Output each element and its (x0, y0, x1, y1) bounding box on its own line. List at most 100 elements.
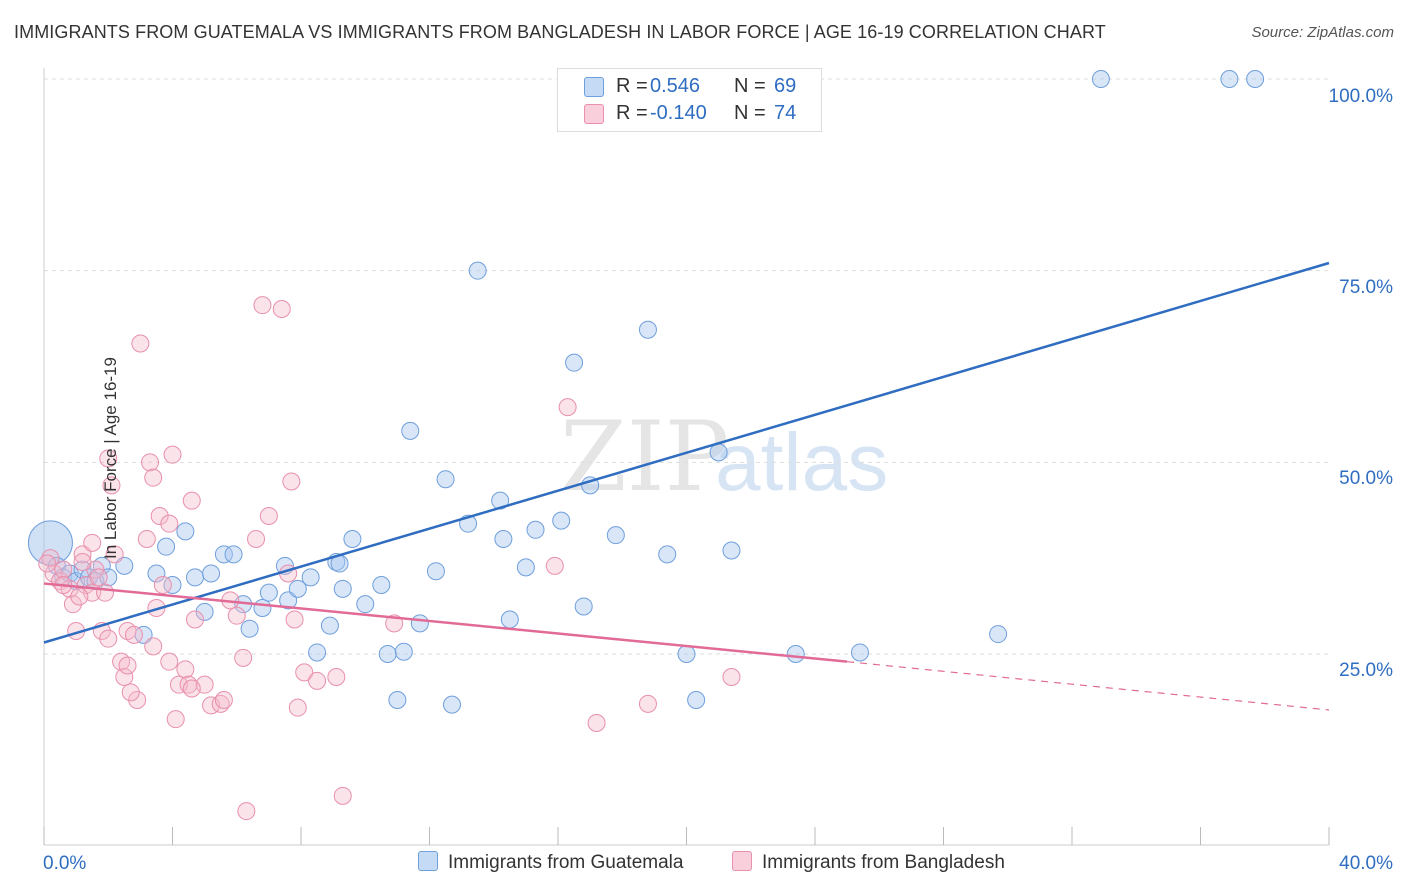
data-point-bangladesh (185, 610, 204, 629)
correlation-legend: R = 0.546 N = 69 R = -0.140 N = 74 (557, 68, 822, 132)
data-point-guatemala (401, 421, 420, 440)
chart-title: IMMIGRANTS FROM GUATEMALA VS IMMIGRANTS … (14, 22, 1106, 42)
data-point-guatemala (442, 695, 461, 714)
data-point-bangladesh (288, 698, 307, 717)
data-point-bangladesh (137, 530, 156, 548)
watermark: ZIP atlas (560, 401, 888, 513)
data-point-guatemala (176, 522, 195, 541)
legend-n-value: 74 (774, 102, 797, 124)
data-point-guatemala (658, 545, 677, 564)
data-point-guatemala (279, 591, 298, 610)
y-tick-label-100: 100.0% (1328, 86, 1393, 107)
watermark-zip: ZIP (560, 401, 729, 513)
trend-line-guatemala (43, 261, 1330, 644)
trend-lines (43, 261, 1330, 711)
legend-n-value: 69 (774, 75, 797, 97)
legend-r-label: R = (616, 102, 648, 124)
data-point-bangladesh (102, 476, 121, 495)
data-point-guatemala (147, 564, 166, 583)
legend-swatch-blue (584, 77, 604, 97)
data-point-guatemala (356, 595, 375, 614)
data-point-guatemala (722, 541, 741, 560)
data-point-bangladesh (83, 533, 102, 552)
data-point-guatemala (1246, 70, 1265, 88)
data-point-guatemala (253, 599, 272, 617)
data-point-bangladesh (166, 710, 185, 729)
data-point-bangladesh (182, 491, 201, 510)
data-point-guatemala (224, 545, 243, 564)
data-point-bangladesh (141, 453, 160, 472)
legend-swatch-blue (418, 851, 438, 871)
data-point-guatemala (494, 530, 513, 548)
x-tick-label-max: 40.0% (1339, 853, 1393, 874)
data-point-guatemala (388, 691, 407, 709)
legend-r-label: R = (616, 75, 648, 97)
data-point-bangladesh (182, 679, 201, 698)
data-point-guatemala (1220, 70, 1239, 88)
legend-item-bangladesh: Immigrants from Bangladesh (732, 851, 1005, 874)
data-point-guatemala (259, 583, 278, 602)
series-bangladesh-points (38, 296, 741, 821)
data-point-bangladesh (308, 671, 327, 690)
legend-r-value: 0.546 (650, 75, 701, 97)
data-point-guatemala (516, 558, 535, 577)
data-point-bangladesh (96, 583, 115, 602)
data-point-bangladesh (70, 587, 89, 606)
data-point-bangladesh (73, 545, 92, 564)
data-point-guatemala (677, 645, 696, 663)
data-point-bangladesh (176, 660, 195, 679)
data-point-guatemala (552, 511, 571, 530)
data-point-guatemala (343, 530, 362, 548)
data-point-bangladesh (89, 568, 108, 587)
data-point-guatemala (288, 579, 307, 598)
data-point-guatemala (638, 320, 657, 339)
axes (43, 68, 1330, 846)
data-point-bangladesh (160, 514, 179, 533)
data-point-bangladesh (54, 560, 73, 579)
data-point-bangladesh (153, 576, 172, 594)
data-point-guatemala (500, 610, 519, 629)
data-point-bangladesh (333, 786, 352, 805)
data-point-bangladesh (131, 334, 150, 353)
source-label: Source: ZipAtlas.com (1251, 24, 1394, 41)
data-point-guatemala (320, 616, 339, 635)
data-point-bangladesh (73, 553, 92, 571)
data-point-bangladesh (160, 652, 179, 671)
data-point-bangladesh (259, 507, 278, 525)
data-point-guatemala (163, 576, 182, 594)
data-point-guatemala (372, 576, 391, 594)
data-point-bangladesh (234, 648, 253, 667)
data-point-bangladesh (105, 545, 124, 564)
data-point-guatemala (27, 520, 73, 566)
legend-swatch-pink (584, 104, 604, 124)
data-point-guatemala (574, 597, 593, 616)
data-point-guatemala (394, 642, 413, 661)
data-point-bangladesh (237, 802, 256, 821)
data-point-guatemala (115, 556, 134, 575)
data-point-bangladesh (282, 472, 301, 491)
x-tick-label-min: 0.0% (43, 853, 87, 874)
data-point-guatemala (202, 564, 221, 583)
trend-line-bangladesh (43, 582, 848, 663)
data-point-bangladesh (144, 637, 163, 656)
data-point-bangladesh (41, 549, 60, 568)
data-point-guatemala (214, 545, 233, 564)
legend-label-guatemala: Immigrants from Guatemala (448, 852, 684, 873)
data-point-bangladesh (545, 556, 564, 575)
data-point-bangladesh (44, 564, 63, 583)
data-point-bangladesh (227, 606, 246, 625)
data-point-bangladesh (638, 694, 657, 713)
data-point-guatemala (240, 619, 259, 638)
data-point-guatemala (526, 520, 545, 539)
data-point-bangladesh (63, 595, 82, 614)
data-point-bangladesh (115, 668, 134, 686)
data-point-guatemala (436, 470, 455, 489)
legend-r-value: -0.140 (650, 102, 707, 124)
legend-n-label: N = (734, 102, 766, 124)
data-point-guatemala (606, 526, 625, 545)
y-axis-label: In Labor Force | Age 16-19 (100, 357, 120, 559)
data-point-guatemala (378, 645, 397, 663)
data-point-bangladesh (247, 530, 266, 548)
data-point-guatemala (786, 645, 805, 663)
